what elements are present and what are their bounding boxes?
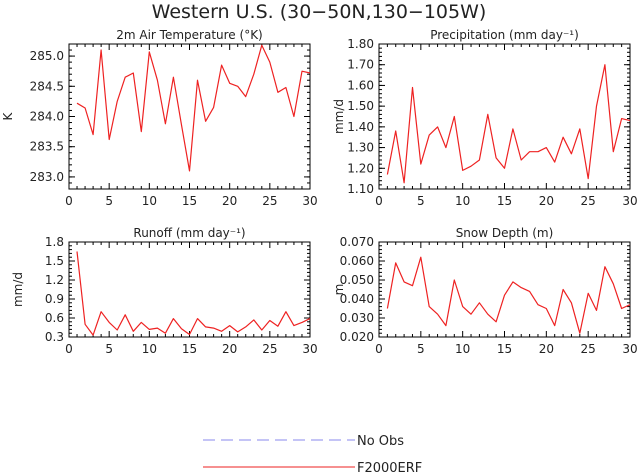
plot-frame xyxy=(378,241,631,338)
x-tick-label: 15 xyxy=(497,194,512,208)
x-tick-label: 15 xyxy=(182,194,197,208)
y-tick-label: 1.70 xyxy=(347,58,374,72)
x-tick-label: 25 xyxy=(262,342,277,356)
y-tick-label: 0.3 xyxy=(45,330,64,344)
x-tick-label: 20 xyxy=(222,194,237,208)
x-tick-label: 20 xyxy=(539,342,554,356)
panel-precipitation: Precipitation (mm day⁻¹) mm/d 0 5 10 15 20 25 30… xyxy=(332,28,638,208)
panel-title: Runoff (mm day⁻¹) xyxy=(133,226,245,240)
x-tick-label: 25 xyxy=(581,194,596,208)
y-tick-label: 1.10 xyxy=(347,182,374,196)
y-tick-label: 283.5 xyxy=(30,140,64,154)
y-tick-label: 1.80 xyxy=(347,37,374,51)
panel-title: Precipitation (mm day⁻¹) xyxy=(430,28,579,42)
panel-snow-depth: Snow Depth (m) m 0 5 10 15 20 25 30 0.020 0.030 0.0… xyxy=(332,226,638,356)
x-tick-label: 30 xyxy=(622,342,637,356)
legend: No Obs F2000ERF xyxy=(203,434,422,476)
x-tick-label: 0 xyxy=(65,342,73,356)
series-line-f2000erf xyxy=(386,64,631,184)
y-tick-label: 0.9 xyxy=(45,292,64,306)
y-tick-label: 1.2 xyxy=(45,273,64,287)
series-line-f2000erf xyxy=(76,44,311,172)
x-tick-label: 10 xyxy=(142,342,157,356)
x-tick-label: 15 xyxy=(497,342,512,356)
x-tick-label: 5 xyxy=(105,342,113,356)
y-tick-label: 0.6 xyxy=(45,311,64,325)
y-tick-label: 285.0 xyxy=(30,49,64,63)
y-axis-label: K xyxy=(1,111,15,120)
panel-title: Snow Depth (m) xyxy=(456,226,554,240)
y-tick-label: 0.020 xyxy=(340,330,374,344)
y-tick-label: 1.5 xyxy=(45,254,64,268)
legend-label-f2000erf: F2000ERF xyxy=(357,461,422,476)
y-tick-label: 1.30 xyxy=(347,141,374,155)
y-tick-label: 0.060 xyxy=(340,254,374,268)
y-tick-label: 0.040 xyxy=(340,292,374,306)
y-tick-label: 0.070 xyxy=(340,235,374,249)
x-tick-label: 5 xyxy=(417,194,425,208)
y-tick-label: 1.8 xyxy=(45,235,64,249)
y-tick-label: 1.60 xyxy=(347,78,374,92)
x-tick-label: 20 xyxy=(222,342,237,356)
y-tick-label: 284.0 xyxy=(30,110,64,124)
series-line-f2000erf xyxy=(386,256,631,334)
panel-runoff: Runoff (mm day⁻¹) mm/d 0 5 10 15 20 25 30 0.3 0.6 0… xyxy=(11,226,318,356)
x-tick-label: 10 xyxy=(455,194,470,208)
y-axis-label: mm/d xyxy=(332,99,346,134)
x-tick-label: 10 xyxy=(455,342,470,356)
y-axis-label: m xyxy=(332,284,346,296)
y-tick-label: 283.0 xyxy=(30,170,64,184)
series-line-f2000erf xyxy=(76,251,311,336)
x-tick-label: 5 xyxy=(105,194,113,208)
x-tick-label: 0 xyxy=(65,194,73,208)
x-tick-label: 30 xyxy=(622,194,637,208)
x-tick-label: 20 xyxy=(539,194,554,208)
y-tick-label: 284.5 xyxy=(30,79,64,93)
panel-title: 2m Air Temperature (°K) xyxy=(116,28,263,42)
panel-temperature: 2m Air Temperature (°K) K 0 5 10 15 20 25 30 283.… xyxy=(1,28,318,208)
y-tick-label: 0.030 xyxy=(340,311,374,325)
main-title: Western U.S. (30−50N,130−105W) xyxy=(152,1,487,23)
y-tick-label: 1.40 xyxy=(347,120,374,134)
x-tick-label: 15 xyxy=(182,342,197,356)
y-tick-label: 1.20 xyxy=(347,161,374,175)
x-tick-label: 30 xyxy=(302,342,317,356)
y-tick-label: 1.50 xyxy=(347,99,374,113)
x-tick-label: 30 xyxy=(302,194,317,208)
x-tick-label: 0 xyxy=(375,194,383,208)
x-tick-label: 10 xyxy=(142,194,157,208)
x-tick-label: 5 xyxy=(417,342,425,356)
legend-label-no-obs: No Obs xyxy=(357,434,404,449)
panels: 2m Air Temperature (°K) K 0 5 10 15 20 25 30 283.… xyxy=(1,28,638,356)
y-axis-label: mm/d xyxy=(11,272,25,307)
y-tick-label: 0.050 xyxy=(340,273,374,287)
x-tick-label: 25 xyxy=(262,194,277,208)
x-tick-label: 25 xyxy=(581,342,596,356)
x-tick-label: 0 xyxy=(375,342,383,356)
